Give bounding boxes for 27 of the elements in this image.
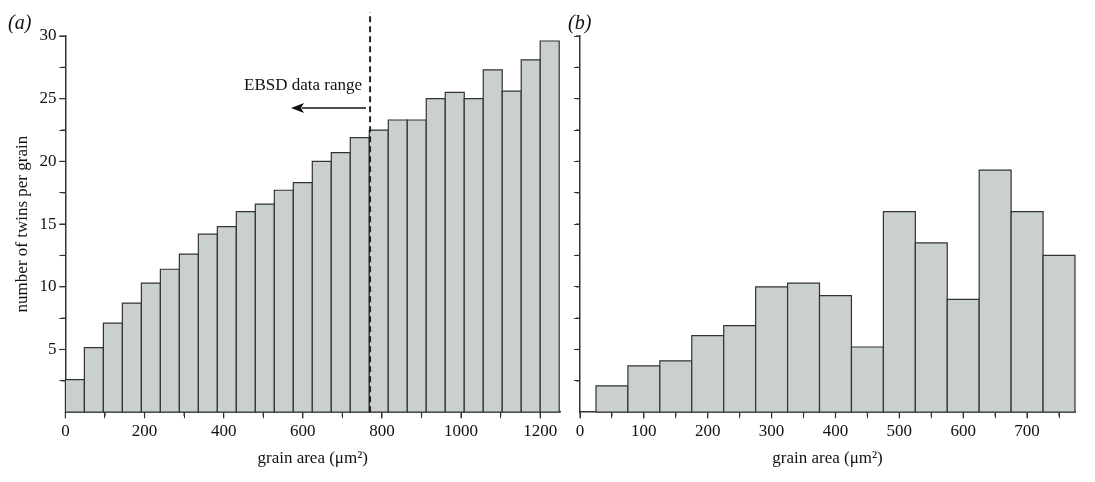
- x-axis-title: grain area (μm²): [257, 448, 368, 468]
- x-tick-label: 100: [631, 420, 657, 440]
- y-tick-label: 15: [39, 213, 57, 233]
- x-tick-label: 1200: [523, 420, 558, 440]
- x-tick-label: 200: [694, 420, 721, 440]
- x-tick-label: 0: [61, 420, 70, 440]
- x-tick-label: 0: [575, 420, 585, 440]
- x-tick-label: 800: [369, 420, 395, 440]
- y-tick-label: 30: [39, 25, 57, 45]
- x-tick-label: 500: [886, 420, 913, 440]
- x-tick-label: 600: [950, 420, 976, 440]
- x-axis-title: grain area (μm²): [772, 448, 883, 468]
- x-tick-label: 1000: [444, 420, 479, 440]
- x-tick-label: 400: [822, 420, 849, 440]
- x-tick-label: 300: [758, 420, 785, 440]
- ref-line-label: EBSD data range: [244, 75, 363, 95]
- chart-title: (b): [568, 11, 592, 35]
- x-tick-label: 400: [210, 420, 237, 440]
- x-tick-label: 600: [290, 420, 316, 440]
- x-tick-label: 200: [131, 420, 158, 440]
- x-tick-label: 700: [1014, 420, 1040, 440]
- y-tick-label: 5: [47, 338, 57, 358]
- y-tick-label: 10: [39, 276, 57, 296]
- y-tick-label: 25: [39, 88, 57, 108]
- y-axis-title: number of twins per grain: [11, 135, 31, 313]
- chart-title: (a): [8, 11, 32, 35]
- y-tick-label: 20: [39, 150, 57, 170]
